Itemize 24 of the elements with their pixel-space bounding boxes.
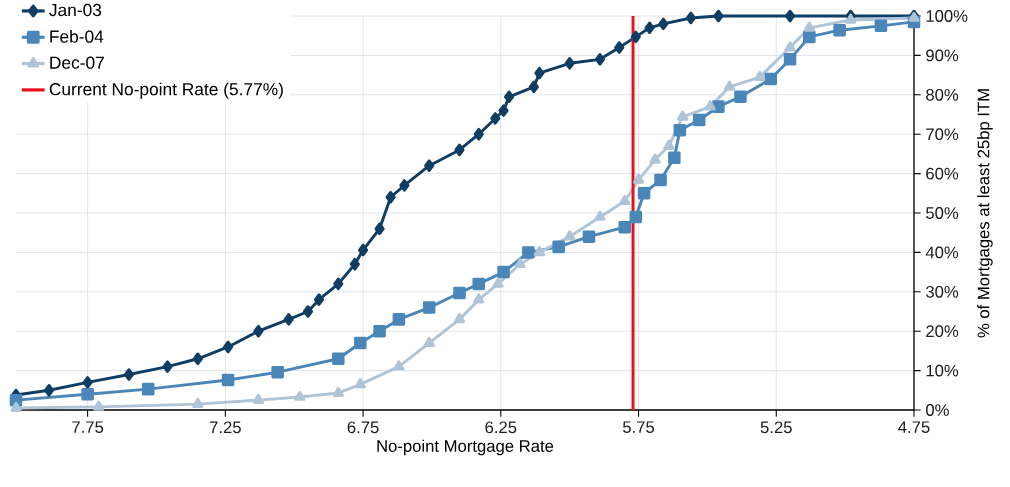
y-tick-label: 30% [926,285,959,298]
x-tick-label: 5.75 [622,421,655,434]
legend-label: Feb-04 [50,29,104,43]
y-axis-title: % of Mortgages at least 25bp ITM [977,89,993,338]
y-tick-label: 20% [926,325,959,338]
y-tick-label: 10% [926,364,959,377]
y-tick-label: 70% [926,128,959,141]
legend-label: Current No-point Rate (5.77%) [49,82,283,99]
x-tick-label: 4.75 [898,421,930,434]
y-tick-label: 90% [926,49,959,62]
x-tick-label: 6.25 [485,421,517,434]
y-tick-label: 80% [926,88,959,101]
x-tick-label: 6.75 [347,421,379,434]
x-tick-label: 7.25 [209,421,241,434]
legend-label: Dec-07 [50,56,104,69]
y-tick-label: 0% [926,404,949,416]
x-axis-title: No-point Mortgage Rate [377,439,554,456]
x-tick-label: 5.25 [760,421,792,434]
y-tick-label: 50% [926,207,959,219]
y-tick-label: 60% [926,167,959,180]
y-tick-label: 100% [926,10,968,22]
legend-label: Jan-03 [49,3,102,17]
x-tick-label: 7.75 [72,421,104,434]
y-tick-label: 40% [925,246,959,259]
